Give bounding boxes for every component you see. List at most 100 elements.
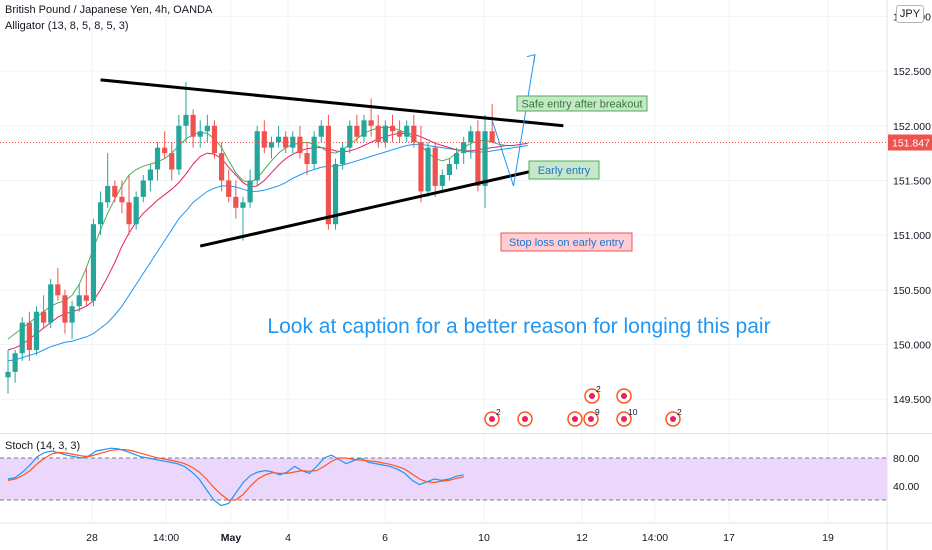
candle-body (55, 284, 61, 296)
time-tick-label: May (221, 532, 242, 544)
candle-body (126, 202, 132, 225)
safe-entry-label-text: Safe entry after breakout (521, 99, 642, 111)
candle-body (162, 147, 168, 154)
event-flag-dot (621, 393, 627, 399)
candle-body (119, 196, 125, 203)
stoch-tick-label: 40.00 (893, 481, 919, 493)
candle-body (404, 125, 410, 137)
candle-body (190, 114, 196, 137)
stop-loss-label-box (500, 232, 633, 252)
candle-body (468, 131, 474, 143)
candle-body (247, 180, 253, 203)
stoch-title[interactable]: Stoch (14, 3, 3) (5, 440, 81, 452)
candle-body (12, 353, 18, 372)
candle-body (318, 125, 324, 137)
projection-arrowhead (526, 54, 536, 63)
event-count-label: 9 (595, 407, 600, 417)
time-tick-label: 12 (576, 532, 588, 544)
safe-entry-label-box (516, 95, 648, 112)
candle-body (446, 164, 453, 175)
candle-body (233, 196, 239, 208)
event-flag-dot (621, 416, 627, 422)
lower-trendline (199, 162, 564, 248)
early-entry-label-text: Early entry (538, 165, 591, 177)
early-entry-label-box (528, 160, 600, 180)
event-flag-dot (572, 416, 578, 422)
event-flag-dot (489, 416, 495, 422)
candle-body (219, 153, 225, 181)
candle-body (311, 136, 317, 165)
candle-body (325, 125, 331, 225)
candle-body (211, 125, 218, 154)
event-count-label: 10 (628, 407, 638, 417)
candle-body (140, 180, 146, 197)
candle-body (290, 136, 296, 148)
price-tick-label: 149.500 (893, 394, 931, 406)
upper-trendline (100, 78, 564, 128)
time-tick-label: 28 (86, 532, 98, 544)
indicator-title[interactable]: Alligator (13, 8, 5, 8, 5, 3) (5, 20, 129, 32)
candle-body (368, 120, 374, 126)
last-price-label: 151.847 (892, 138, 930, 150)
candle-body (382, 125, 388, 143)
symbol-title[interactable]: British Pound / Japanese Yen, 4h, OANDA (5, 4, 213, 16)
candle-body (361, 120, 367, 137)
candle-body (105, 185, 111, 203)
event-flag-dot (589, 393, 595, 399)
candle-body (261, 131, 267, 148)
candle-body (418, 142, 424, 192)
currency-badge[interactable]: JPY (896, 5, 924, 23)
candle-body (411, 125, 417, 143)
candle-body (154, 147, 161, 170)
candle-body (183, 114, 189, 126)
candle-body (425, 147, 431, 192)
candle-body (5, 371, 11, 378)
event-count-label: 2 (677, 407, 682, 417)
stoch-tick-label: 80.00 (893, 453, 919, 465)
event-count-label: 2 (496, 407, 501, 417)
time-tick-label: 14:00 (642, 532, 668, 544)
candle-body (33, 311, 40, 350)
candle-body (176, 125, 182, 170)
price-tick-label: 150.500 (893, 285, 931, 297)
candle-body (41, 311, 47, 323)
time-tick-label: 14:00 (153, 532, 179, 544)
candle-body (482, 131, 488, 186)
candle-body (489, 131, 495, 143)
caption-annotation: Look at caption for a better reason for … (267, 315, 770, 338)
candle-body (268, 142, 275, 148)
candle-body (297, 136, 303, 154)
candle-body (83, 295, 89, 301)
candle-body (62, 295, 68, 323)
candle-body (475, 131, 481, 186)
candle-body (453, 153, 460, 165)
candle-body (204, 125, 210, 132)
price-tick-label: 152.500 (893, 66, 931, 78)
candle-body (90, 224, 97, 301)
candle-body (347, 125, 353, 148)
candle-body (169, 153, 175, 170)
candle-body (197, 131, 203, 137)
stoch-d-line (7, 449, 464, 501)
time-tick-label: 4 (285, 532, 291, 544)
candle-body (76, 295, 82, 307)
candle-body (397, 131, 403, 137)
candle-body (354, 125, 360, 137)
candle-body (133, 196, 139, 225)
event-flag-dot (522, 416, 528, 422)
time-tick-label: 19 (822, 532, 834, 544)
candle-body (432, 147, 438, 186)
stoch-k-line (7, 447, 464, 507)
time-tick-label: 17 (723, 532, 735, 544)
candle-body (147, 169, 153, 181)
candle-body (240, 202, 246, 208)
candle-body (26, 322, 32, 350)
last-price-box (888, 134, 932, 151)
candle-body (226, 180, 232, 197)
price-tick-label: 151.000 (893, 230, 931, 242)
alligator-jaw-line (7, 143, 528, 362)
time-tick-label: 10 (478, 532, 490, 544)
candle-body (112, 185, 118, 197)
